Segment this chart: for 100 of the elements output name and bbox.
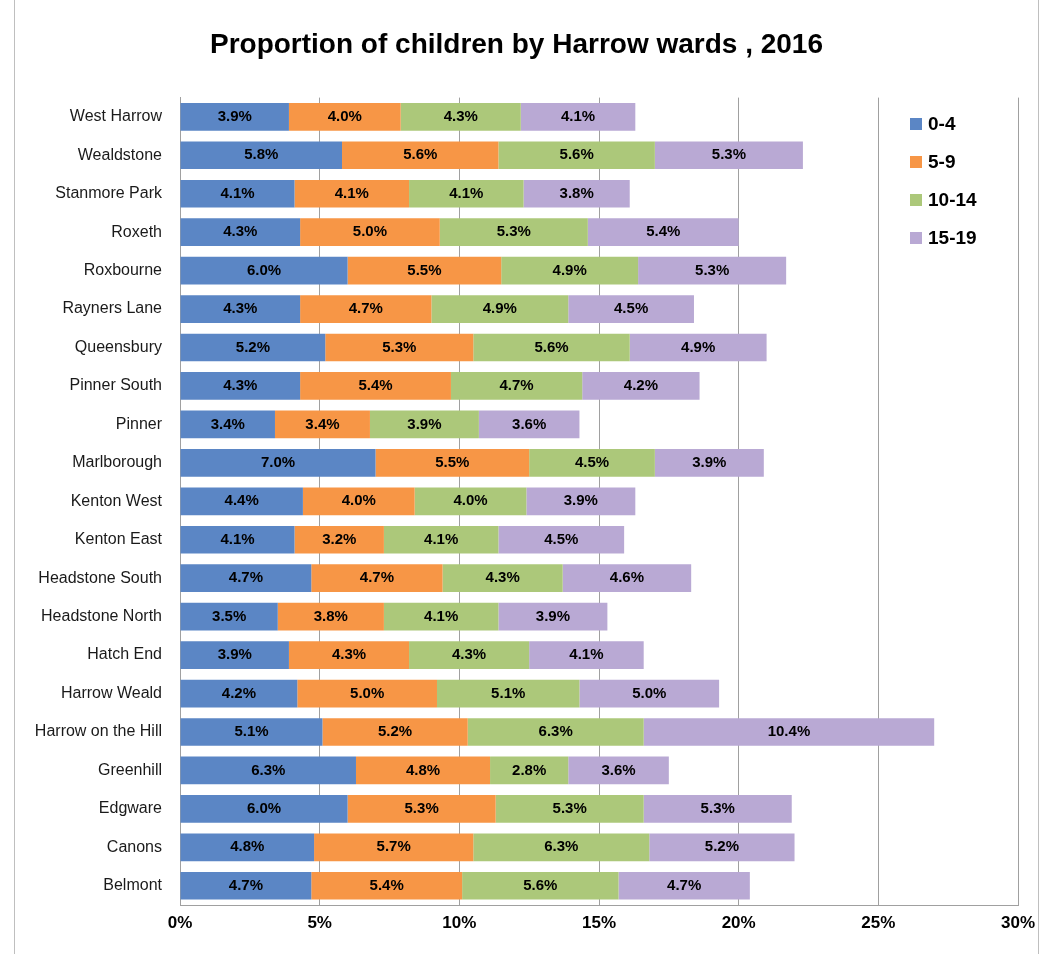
data-label: 4.3% <box>452 645 487 663</box>
data-label: 4.5% <box>574 452 610 470</box>
data-label: 5.6% <box>523 875 558 893</box>
data-label: 5.3% <box>700 799 735 817</box>
bar <box>180 295 301 323</box>
bar <box>180 179 295 208</box>
bar <box>462 871 619 900</box>
data-label: 4.1% <box>424 606 459 624</box>
bar <box>347 256 502 285</box>
data-label: 5.2% <box>377 722 413 740</box>
data-label: 5.2% <box>704 837 740 855</box>
bar <box>314 833 474 862</box>
y-tick-label: Marlborough <box>72 453 162 471</box>
data-label: 4.7% <box>228 568 263 586</box>
data-label: 3.6% <box>512 414 547 432</box>
data-label: 4.3% <box>223 222 258 240</box>
y-tick-label: Queensbury <box>74 337 162 355</box>
bar <box>180 718 323 746</box>
bar <box>180 141 343 170</box>
bar <box>473 333 630 362</box>
bar <box>180 102 289 131</box>
bar <box>498 525 625 554</box>
data-label: 6.0% <box>246 260 282 278</box>
x-tick-label: 25% <box>861 912 896 932</box>
data-label: 3.2% <box>322 529 357 547</box>
bar <box>495 795 644 823</box>
bar <box>300 295 432 323</box>
data-label: 5.6% <box>559 145 594 163</box>
data-label: 4.1% <box>334 183 369 201</box>
bar <box>439 218 588 247</box>
y-tick-label: Edgware <box>98 799 163 817</box>
bar <box>638 256 787 285</box>
bar <box>529 641 644 669</box>
data-label: 4.5% <box>614 299 649 317</box>
bar <box>342 141 499 170</box>
data-label: 5.3% <box>552 799 587 817</box>
chart-title: Proportion of children by Harrow wards , 2016 <box>209 27 824 59</box>
data-label: 5.4% <box>646 222 681 240</box>
data-label: 4.3% <box>331 645 367 663</box>
data-label: 4.9% <box>552 260 587 278</box>
bar <box>180 449 376 477</box>
data-label: 3.9% <box>217 645 252 663</box>
bar <box>409 641 530 669</box>
y-tick-label: Roxbourne <box>83 261 163 279</box>
data-label: 5.3% <box>711 145 746 163</box>
bar <box>526 487 636 516</box>
data-label: 3.8% <box>313 606 348 624</box>
data-label: 5.1% <box>234 722 269 740</box>
data-label: 5.5% <box>407 260 442 278</box>
legend-label: 5-9 <box>928 151 956 173</box>
bar <box>180 256 348 285</box>
bar <box>582 372 700 400</box>
data-label: 5.0% <box>350 683 385 701</box>
bar <box>568 295 694 323</box>
data-label: 4.3% <box>485 568 520 586</box>
y-tick-label: Hatch End <box>87 645 162 663</box>
y-tick-label: Wealdstone <box>77 145 163 163</box>
bar <box>562 564 692 593</box>
data-label: 4.4% <box>224 491 259 509</box>
x-tick-label: 20% <box>721 912 756 932</box>
bar <box>375 449 530 477</box>
bar <box>325 333 474 362</box>
bar <box>180 372 301 400</box>
bar <box>501 256 639 285</box>
bar <box>431 295 569 323</box>
bar <box>649 833 795 862</box>
y-tick-label: Rayners Lane <box>62 299 163 317</box>
bar <box>180 525 295 554</box>
bar <box>450 372 583 400</box>
data-label: 5.1% <box>491 683 526 701</box>
bar <box>369 410 479 439</box>
y-tick-label: Harrow Weald <box>60 683 162 701</box>
bar <box>529 449 655 477</box>
y-tick-label: Stanmore Park <box>55 184 163 202</box>
x-tick-label: 0% <box>167 912 193 932</box>
y-tick-label: Headstone South <box>38 568 162 586</box>
bar <box>568 756 669 785</box>
data-label: 3.9% <box>563 491 598 509</box>
bar <box>294 179 410 208</box>
bar <box>302 487 415 516</box>
data-label: 4.9% <box>681 337 716 355</box>
bar <box>383 525 499 554</box>
legend-label: 0-4 <box>928 113 956 135</box>
bar <box>523 179 630 208</box>
bar <box>643 718 935 746</box>
data-label: 3.5% <box>212 606 247 624</box>
data-label: 4.8% <box>230 837 265 855</box>
data-label: 5.7% <box>376 837 411 855</box>
data-label: 5.8% <box>244 145 279 163</box>
bar <box>654 449 764 477</box>
bar <box>180 218 301 247</box>
data-label: 3.9% <box>692 452 727 470</box>
bar <box>436 679 580 708</box>
y-tick-label: Roxeth <box>111 222 162 240</box>
data-label: 3.9% <box>407 414 442 432</box>
data-label: 4.0% <box>341 491 376 509</box>
bar <box>180 487 303 516</box>
data-label: 4.8% <box>405 760 441 778</box>
data-label: 4.0% <box>327 106 362 124</box>
bar <box>654 141 803 170</box>
